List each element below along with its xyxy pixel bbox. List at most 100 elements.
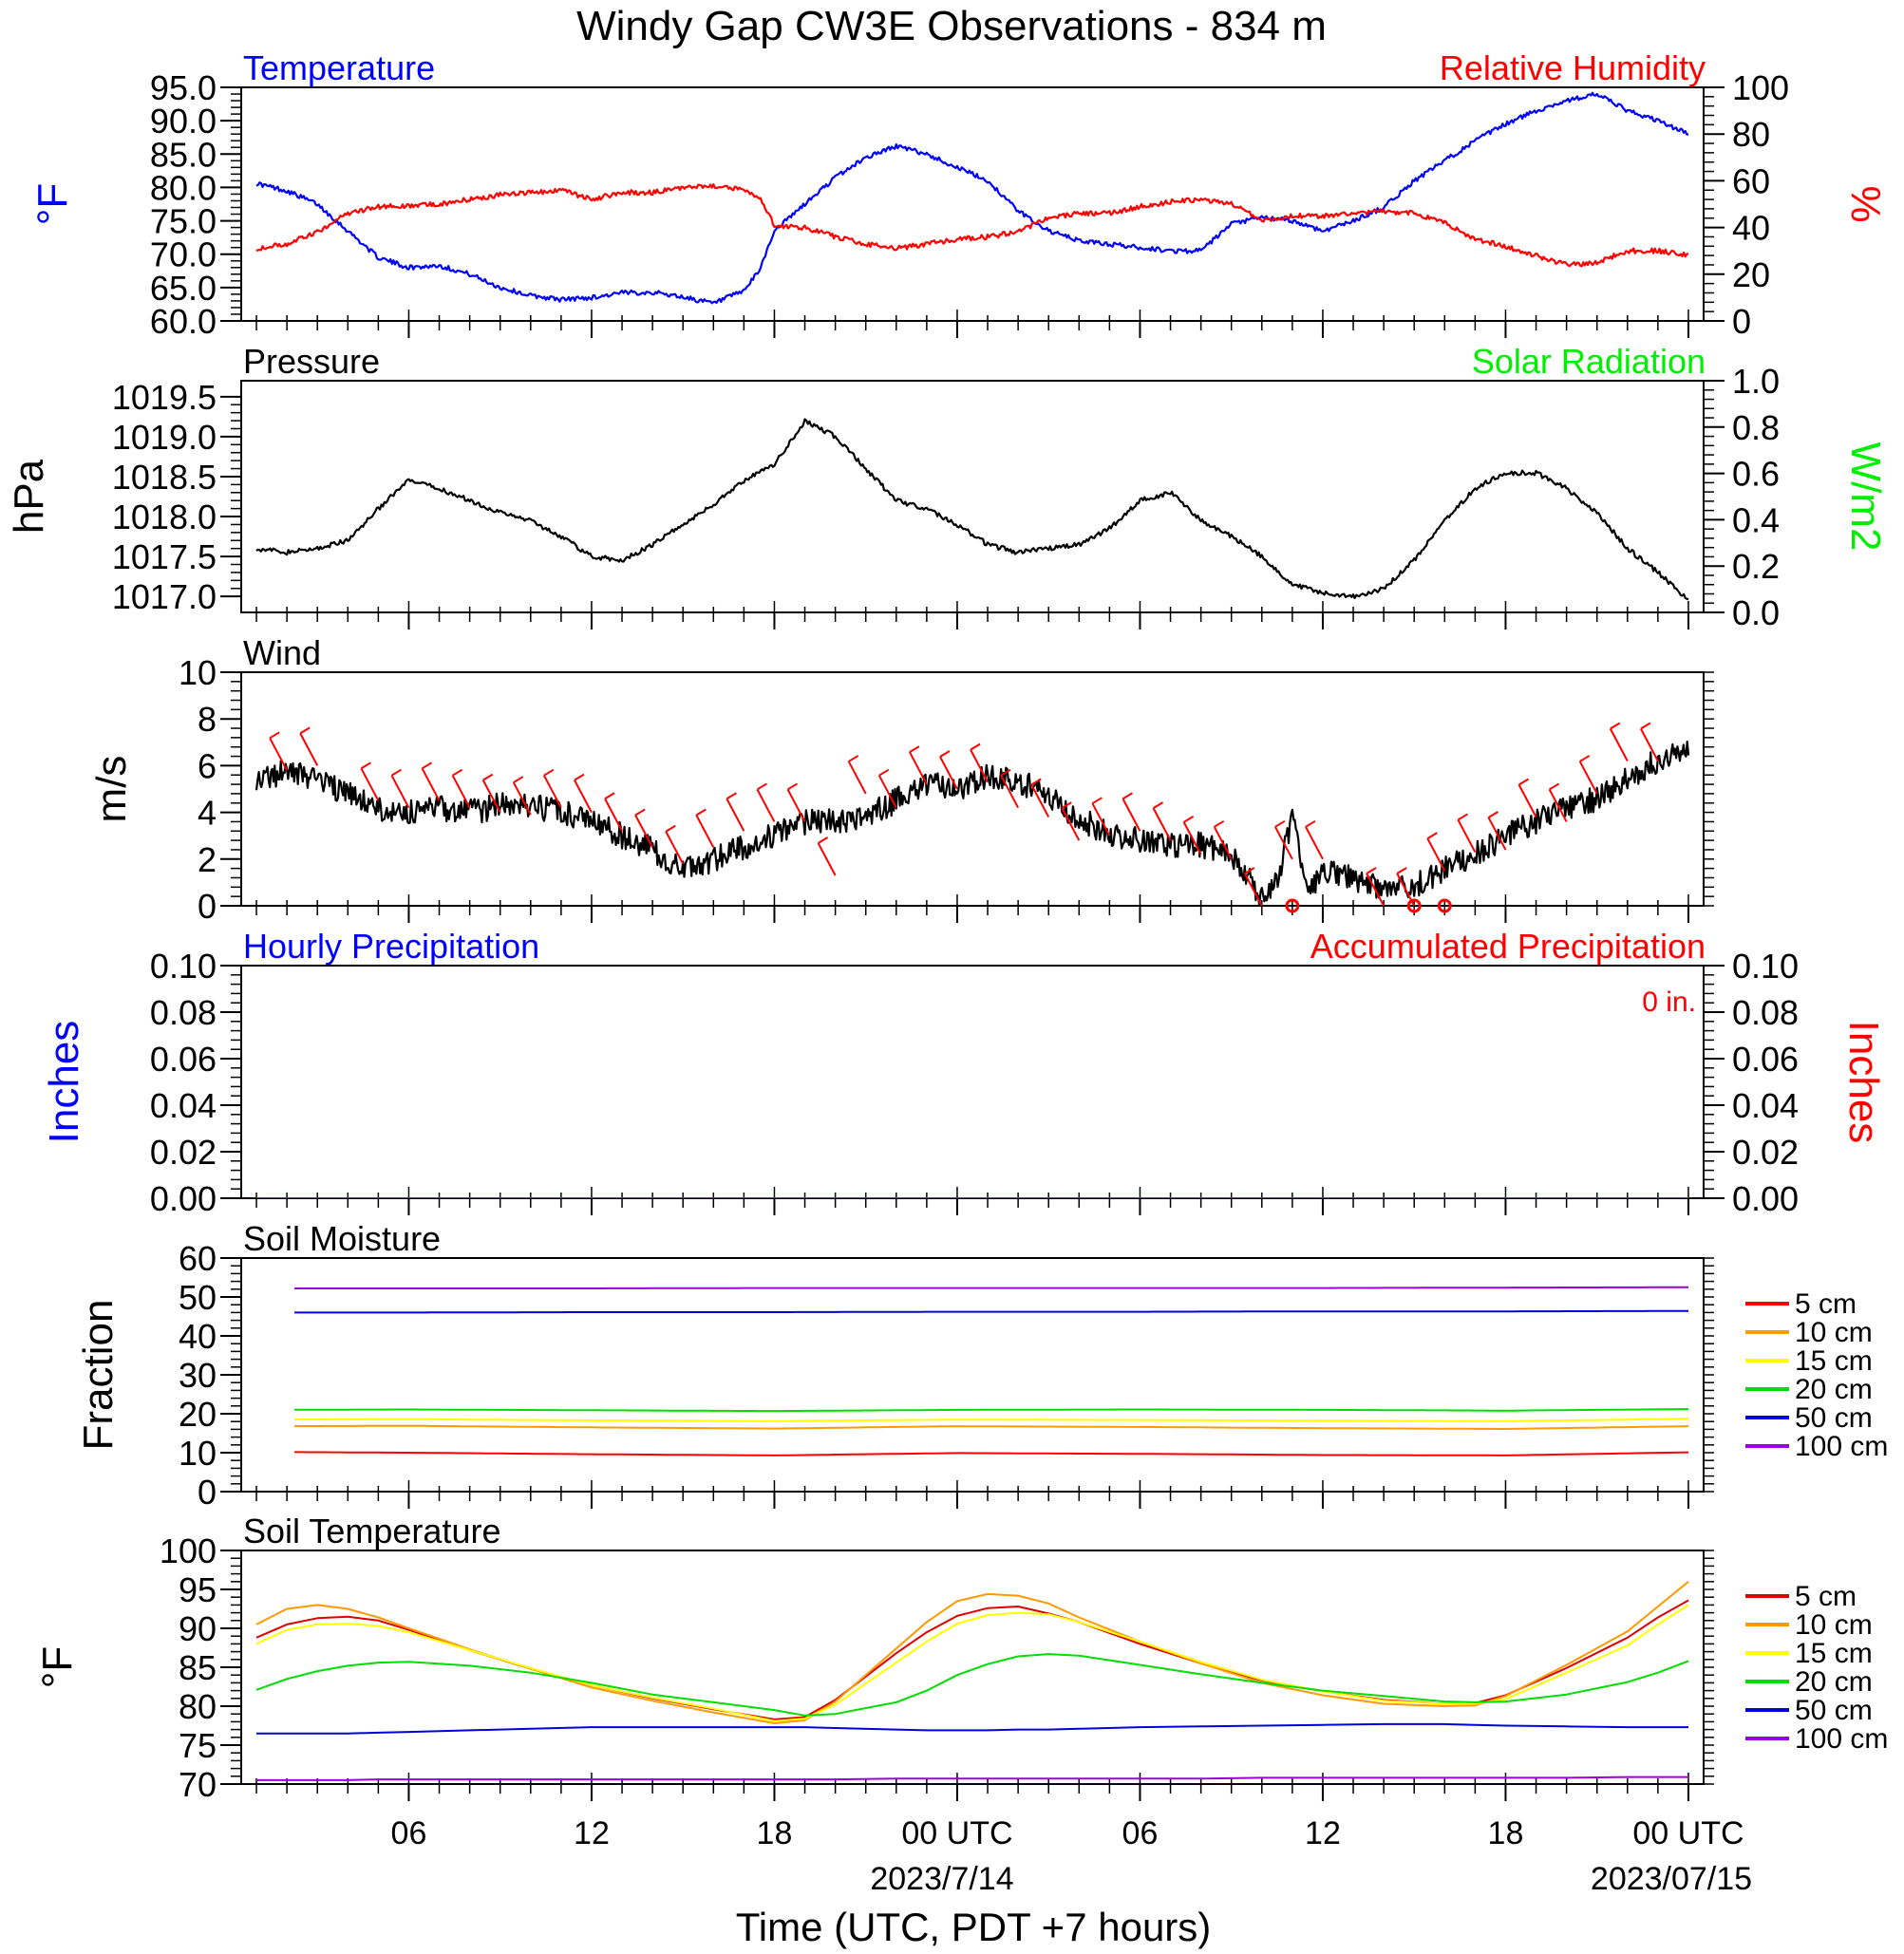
wind-barb-flag — [1061, 801, 1072, 809]
y-tick-label: 1017.5 — [112, 537, 217, 576]
date-label-1: 2023/7/14 — [870, 1861, 1013, 1897]
y-axis-label-left: Fraction — [75, 1300, 122, 1451]
panel-title-left: Hourly Precipitation — [243, 927, 539, 966]
wind-barb — [817, 842, 837, 876]
time-axis: 06 12 18 00 UTC 06 12 18 00 UTC — [391, 1815, 1744, 1851]
y-right-tick-label: 40 — [1732, 209, 1770, 248]
series-line-100-cm — [256, 1776, 1688, 1781]
y-tick-label: 1018.5 — [112, 458, 217, 497]
panel-title-right: Relative Humidity — [1440, 48, 1706, 87]
series-line-20-cm — [294, 1408, 1688, 1413]
date-label-2: 2023/07/15 — [1591, 1861, 1752, 1897]
series-line-50-cm — [294, 1309, 1688, 1314]
wind-barb — [786, 788, 806, 822]
wind-barb — [1578, 761, 1598, 795]
wind-barb — [1061, 807, 1081, 841]
panel-title-left: Pressure — [243, 342, 380, 381]
y-tick-label: 60.0 — [150, 302, 217, 341]
y-tick-label: 80.0 — [150, 168, 217, 207]
wind-barb-flag — [726, 792, 737, 800]
y-right-tick-label: 0.6 — [1732, 455, 1780, 494]
series-line-pressure — [255, 418, 1689, 601]
wind-barb-flag — [665, 824, 676, 833]
wind-barb — [1243, 873, 1263, 906]
y-tick-label: 40 — [179, 1317, 217, 1356]
wind-barb-flag — [1396, 867, 1407, 874]
wind-barb-flag — [634, 808, 646, 817]
wind-barb-flag — [1214, 819, 1225, 828]
plot-frame — [240, 671, 1705, 907]
series-line-20-cm — [255, 1653, 1689, 1717]
x-axis-label: Time (UTC, PDT +7 hours) — [736, 1905, 1212, 1949]
legend-label: 10 cm — [1795, 1609, 1873, 1641]
wind-barb — [665, 831, 685, 865]
y-right-tick-label: 100 — [1732, 68, 1789, 107]
y-right-tick-label: 0.0 — [1732, 593, 1780, 632]
wind-barb-flag — [1091, 797, 1103, 805]
legend-label: 5 cm — [1795, 1288, 1857, 1320]
panel-title-left: Temperature — [243, 48, 435, 87]
y-tick-label: 0.10 — [150, 947, 217, 986]
y-tick-label: 1018.0 — [112, 498, 217, 536]
x-tick-label: 12 — [574, 1815, 610, 1851]
y-right-tick-label: 0.4 — [1732, 500, 1780, 539]
y-tick-label: 85.0 — [150, 135, 217, 174]
panel-precip: 0.10 0.08 0.06 0.04 0.02 0.00 0.10 0.08 0.06 0.04… — [41, 927, 1887, 1218]
y-right-tick-label: 0.04 — [1732, 1086, 1799, 1125]
accumulated-total-label: 0 in. — [1642, 986, 1696, 1018]
legend-label: 20 cm — [1795, 1374, 1873, 1405]
panel-title-right: Accumulated Precipitation — [1310, 927, 1706, 966]
y-tick-label: 60 — [179, 1239, 217, 1278]
y-right-tick-label: 0.08 — [1732, 993, 1799, 1032]
y-right-tick-label: 0.02 — [1732, 1133, 1799, 1172]
wind-barb-flag — [543, 768, 555, 777]
wind-barb — [1182, 821, 1202, 855]
y-tick-label: 0.08 — [150, 993, 217, 1032]
legend-label: 100 cm — [1795, 1723, 1888, 1755]
wind-barb — [451, 775, 471, 809]
wind-barb — [299, 732, 319, 766]
wind-barb-flag — [1518, 778, 1530, 786]
wind-barb — [390, 775, 410, 809]
series-line-relative-humidity — [255, 183, 1689, 268]
legend-label: 50 cm — [1795, 1402, 1873, 1434]
y-tick-label: 0.00 — [150, 1179, 217, 1218]
wind-barb — [269, 737, 289, 771]
x-tick-label: 12 — [1305, 1815, 1341, 1851]
series-line-10-cm — [294, 1424, 1689, 1430]
calm-wind-marker — [1437, 898, 1452, 913]
y-axis-label-left: °F — [29, 183, 76, 225]
panel-title-left: Wind — [243, 633, 321, 672]
wind-barb — [1000, 775, 1020, 809]
y-axis-label-right: % — [1842, 185, 1889, 222]
wind-barb-flag — [482, 773, 494, 781]
y-tick-label: 1019.5 — [112, 378, 217, 417]
wind-barb — [1518, 784, 1537, 817]
y-tick-label: 100 — [160, 1531, 217, 1570]
y-tick-label: 0.02 — [150, 1133, 217, 1172]
series-line-10-cm — [255, 1581, 1689, 1724]
y-right-tick-label: 0.2 — [1732, 547, 1780, 586]
wind-barb-flag — [756, 782, 767, 791]
figure-title: Windy Gap CW3E Observations - 834 m — [576, 3, 1327, 49]
wind-barb-flag — [1183, 816, 1195, 823]
y-tick-label: 10 — [179, 1434, 217, 1473]
wind-barb-flag — [360, 761, 371, 770]
legend-label: 100 cm — [1795, 1431, 1888, 1462]
wind-barb — [970, 749, 989, 783]
wind-barb — [1548, 788, 1568, 822]
y-axis-label-right: Inches — [1840, 1021, 1887, 1144]
y-right-tick-label: 60 — [1732, 161, 1770, 200]
wind-barb-flag — [848, 755, 859, 762]
plot-frame — [240, 1257, 1705, 1493]
wind-barb — [1609, 728, 1629, 761]
y-tick-label: 70.0 — [150, 235, 217, 274]
y-tick-label: 8 — [198, 700, 217, 739]
series-group — [255, 91, 1689, 305]
wind-barb — [1305, 826, 1324, 860]
wind-barb-flag — [1000, 768, 1011, 777]
wind-barb — [634, 815, 654, 848]
wind-barb — [1273, 826, 1293, 860]
